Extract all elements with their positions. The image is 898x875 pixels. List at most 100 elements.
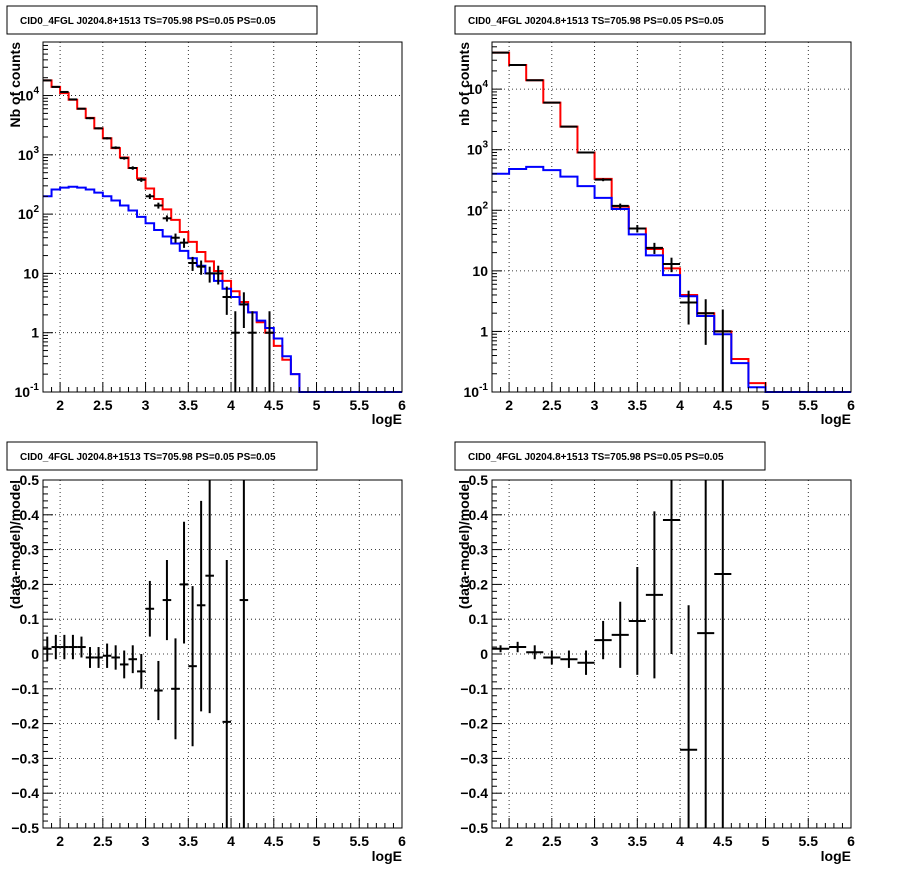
data-point (645, 511, 663, 679)
x-axis-ticks: 2 2.5 3 3.5 4 4.5 5 5.5 6 (51, 382, 406, 413)
x-tick-label: 3.5 (628, 833, 648, 849)
data-point (577, 650, 595, 675)
data-point (560, 125, 578, 128)
data-point (188, 256, 197, 271)
data-point (577, 151, 595, 154)
y-axis-ticks: −0.5 −0.4 −0.3 −0.2 −0.1 0 0.1 0.2 0.3 0.4 0.5 (460, 472, 502, 836)
data-points-group (43, 79, 274, 392)
data-point (196, 500, 206, 712)
y-tick-label: −0.2 (460, 716, 488, 732)
data-point (196, 260, 206, 275)
chart-title: CID0_4FGL J0204.8+1513 TS=705.98 PS=0.05… (20, 452, 276, 463)
data-point (102, 137, 112, 140)
data-point (526, 79, 544, 82)
x-tick-label: 3 (591, 833, 599, 849)
data-point (205, 480, 214, 714)
data-point (662, 257, 681, 273)
data-points-group (43, 480, 249, 828)
data-point (137, 654, 146, 689)
data-point (94, 127, 103, 130)
data-point (154, 202, 163, 209)
y-tick-label: 1 (31, 325, 39, 341)
x-axis-label: logE (821, 848, 851, 864)
data-point (239, 292, 249, 329)
x-tick-label: 4.5 (713, 833, 733, 849)
y-tick-label: 0.4 (469, 507, 489, 523)
y-tick-label: −0.3 (460, 750, 488, 766)
spectrum-panel-top-right: CID0_4FGL J0204.8+1513 TS=705.98 PS=0.05… (454, 5, 855, 427)
y-tick-label: −0.2 (11, 716, 39, 732)
data-point (85, 117, 95, 120)
data-point (94, 647, 103, 668)
data-point (714, 309, 732, 392)
y-tick-label: 0.3 (469, 542, 489, 558)
y-tick-label: 0.1 (469, 611, 489, 627)
y-tick-label: 0.5 (20, 472, 40, 488)
title-box (454, 5, 766, 35)
data-point (137, 177, 146, 182)
source-model-series-line (492, 165, 851, 393)
x-tick-label: 4.5 (264, 397, 284, 413)
x-tick-label: 6 (847, 397, 855, 413)
data-point (171, 638, 180, 740)
x-tick-label: 5.5 (350, 397, 370, 413)
x-axis-ticks: 2 2.5 3 3.5 4 4.5 5 5.5 6 (51, 818, 406, 849)
data-point (68, 634, 78, 660)
y-tick-label: −0.1 (460, 681, 488, 697)
data-point (680, 290, 698, 325)
data-point (60, 634, 69, 660)
x-tick-label: 2.5 (542, 397, 562, 413)
y-tick-label: −0.5 (460, 820, 488, 836)
data-point (205, 266, 214, 283)
y-tick-label: −0.4 (460, 785, 488, 801)
x-tick-label: 2 (505, 397, 513, 413)
data-point (145, 580, 155, 637)
title-box (6, 441, 318, 471)
x-axis-label: logE (372, 411, 402, 427)
y-tick-label: 0.2 (469, 576, 489, 592)
y-tick-label: 0.1 (20, 611, 40, 627)
x-tick-label: 6 (398, 397, 406, 413)
x-axis-ticks: 2 2.5 3 3.5 4 4.5 5 5.5 6 (500, 382, 855, 413)
x-tick-label: 3.5 (179, 833, 199, 849)
data-point (179, 238, 189, 248)
y-axis-label: Nb of counts (7, 42, 23, 128)
title-box (6, 5, 318, 35)
y-tick-label: 104 (18, 86, 40, 104)
y-tick-label: −0.4 (11, 785, 39, 801)
data-point (543, 101, 561, 104)
x-tick-label: 4 (676, 833, 684, 849)
chart-title: CID0_4FGL J0204.8+1513 TS=705.98 PS=0.05… (468, 16, 724, 27)
x-tick-label: 3.5 (628, 397, 648, 413)
data-point (611, 601, 629, 668)
residual-panel-bottom-right: CID0_4FGL J0204.8+1513 TS=705.98 PS=0.05… (454, 441, 855, 864)
y-tick-label: 0.3 (20, 542, 40, 558)
data-point (119, 156, 129, 160)
y-tick-label: 0.5 (469, 472, 489, 488)
data-point (526, 645, 544, 660)
data-point (265, 311, 274, 392)
y-axis-label: (data-model)/model (7, 480, 23, 609)
y-axis-ticks: 10-1 1 10 102 103 104 (464, 41, 502, 400)
data-point (492, 645, 510, 653)
data-point (60, 90, 69, 93)
x-tick-label: 4 (676, 397, 684, 413)
y-tick-label: 0.4 (20, 507, 40, 523)
y-tick-label: −0.1 (11, 681, 39, 697)
y-tick-label: 0.2 (20, 576, 40, 592)
x-axis-label: logE (372, 848, 402, 864)
x-tick-label: 2.5 (93, 833, 113, 849)
x-tick-label: 4 (227, 397, 235, 413)
x-tick-label: 3 (142, 397, 150, 413)
data-point (51, 634, 61, 660)
y-axis-label: (data-model)/model (456, 480, 472, 609)
y-tick-label: −0.5 (11, 820, 39, 836)
data-point (111, 645, 120, 670)
data-point (171, 233, 180, 243)
y-tick-label: 103 (467, 140, 489, 158)
y-tick-label: −0.3 (11, 750, 39, 766)
data-point (697, 299, 715, 345)
data-point (231, 311, 240, 392)
chart-title: CID0_4FGL J0204.8+1513 TS=705.98 PS=0.05… (468, 452, 724, 463)
x-tick-label: 5 (313, 833, 321, 849)
